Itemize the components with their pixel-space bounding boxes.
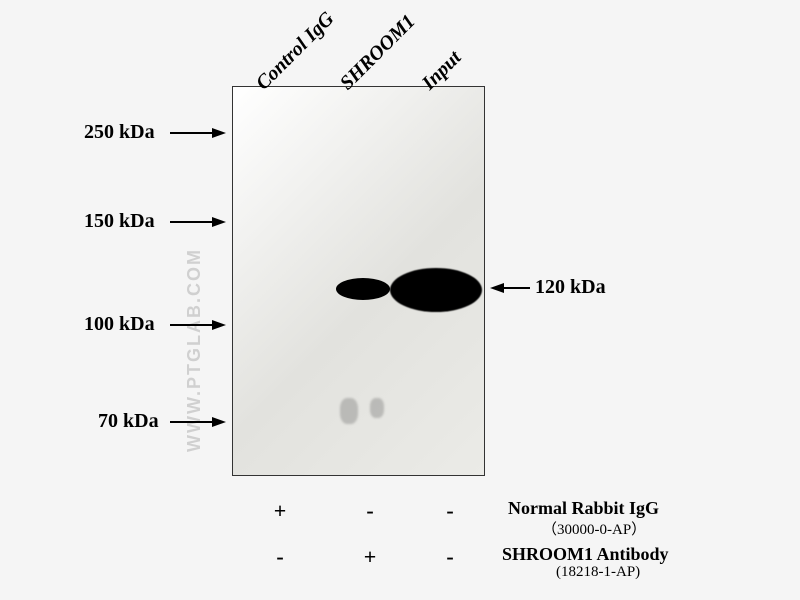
marker-70-arrow: [212, 417, 226, 427]
lane-label-shroom1: SHROOM1: [336, 10, 421, 95]
row1-main: Normal Rabbit IgG: [508, 498, 659, 519]
marker-250kda: 250 kDa: [84, 121, 155, 144]
marker-150-line: [170, 221, 212, 223]
marker-120kda: 120 kDa: [535, 276, 606, 299]
marker-250-arrow: [212, 128, 226, 138]
row2-sign-1: -: [270, 544, 290, 570]
marker-250-line: [170, 132, 212, 134]
marker-150-arrow: [212, 217, 226, 227]
marker-100kda: 100 kDa: [84, 313, 155, 336]
faint-band-1: [340, 398, 358, 424]
marker-120-arrow: [490, 283, 504, 293]
row2-sign-2: +: [360, 544, 380, 570]
marker-150kda: 150 kDa: [84, 210, 155, 233]
faint-band-2: [370, 398, 384, 418]
row2-sign-3: -: [440, 544, 460, 570]
marker-70kda: 70 kDa: [98, 410, 159, 433]
lane-label-control-igg: Control IgG: [252, 8, 339, 95]
band-shroom1: [336, 278, 390, 300]
row2-main: SHROOM1 Antibody: [502, 544, 669, 565]
row1-sign-1: +: [270, 498, 290, 524]
marker-120-line: [504, 287, 530, 289]
marker-100-line: [170, 324, 212, 326]
row2-sub: (18218-1-AP): [556, 564, 640, 581]
band-input: [390, 268, 482, 312]
row1-sign-2: -: [360, 498, 380, 524]
row1-sign-3: -: [440, 498, 460, 524]
marker-70-line: [170, 421, 212, 423]
marker-100-arrow: [212, 320, 226, 330]
figure-container: WWW.PTGLAB.COM Control IgG SHROOM1 Input…: [0, 0, 800, 600]
row1-sub: （30000-0-AP）: [542, 518, 646, 539]
